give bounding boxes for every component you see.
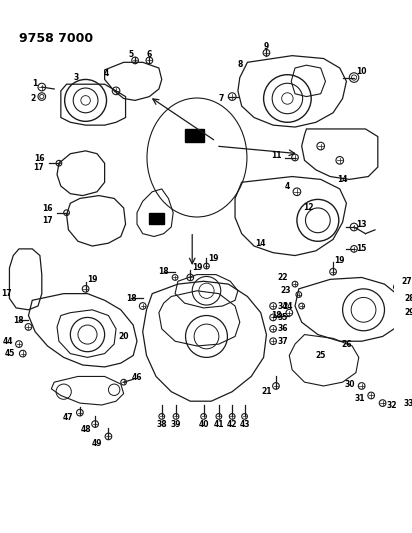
Text: 2: 2 xyxy=(30,94,36,103)
Text: 8: 8 xyxy=(237,60,243,69)
Text: 31: 31 xyxy=(354,394,365,403)
Text: 14: 14 xyxy=(337,175,348,184)
Text: 26: 26 xyxy=(341,340,352,349)
Text: 10: 10 xyxy=(356,67,367,76)
Text: 18: 18 xyxy=(14,316,24,325)
Text: 47: 47 xyxy=(63,413,74,422)
Text: 20: 20 xyxy=(118,332,129,341)
Text: 19: 19 xyxy=(208,254,218,263)
Text: 39: 39 xyxy=(171,419,181,429)
Text: 16: 16 xyxy=(35,154,45,163)
FancyBboxPatch shape xyxy=(185,129,204,142)
Text: 32: 32 xyxy=(387,400,397,409)
Text: 15: 15 xyxy=(356,245,367,253)
Text: 19: 19 xyxy=(192,263,202,272)
Text: 18: 18 xyxy=(126,294,137,303)
Text: 19: 19 xyxy=(335,256,345,265)
Text: 43: 43 xyxy=(239,419,250,429)
Text: 33: 33 xyxy=(404,399,412,408)
Text: 34: 34 xyxy=(277,302,288,311)
Text: 4: 4 xyxy=(104,69,109,78)
Text: 27: 27 xyxy=(401,277,412,286)
Text: 46: 46 xyxy=(132,373,142,382)
Text: 9758 7000: 9758 7000 xyxy=(19,32,93,45)
Text: 42: 42 xyxy=(227,419,237,429)
Text: 12: 12 xyxy=(303,204,314,213)
Text: 35: 35 xyxy=(277,313,288,322)
Text: 4: 4 xyxy=(285,182,290,191)
Text: 44: 44 xyxy=(2,337,13,346)
Text: 45: 45 xyxy=(4,349,14,358)
Text: 49: 49 xyxy=(92,439,102,448)
Text: 21: 21 xyxy=(261,387,272,396)
Text: 40: 40 xyxy=(198,419,209,429)
Text: 36: 36 xyxy=(277,325,288,333)
Text: 1: 1 xyxy=(33,79,38,88)
Text: 29: 29 xyxy=(404,308,412,317)
Text: 9: 9 xyxy=(264,42,269,51)
Text: 17: 17 xyxy=(33,164,43,173)
Text: 6: 6 xyxy=(147,50,152,59)
Text: 7: 7 xyxy=(218,94,223,103)
Text: 13: 13 xyxy=(356,220,367,229)
Text: 41: 41 xyxy=(213,419,224,429)
Text: 28: 28 xyxy=(404,294,412,303)
Text: 14: 14 xyxy=(255,239,266,248)
Text: 19: 19 xyxy=(87,275,98,284)
Text: 37: 37 xyxy=(277,337,288,346)
Text: 18: 18 xyxy=(271,311,281,320)
Text: 18: 18 xyxy=(158,267,169,276)
Text: 24: 24 xyxy=(282,302,293,311)
Text: 23: 23 xyxy=(280,286,291,295)
Text: 3: 3 xyxy=(73,73,79,82)
Text: 11: 11 xyxy=(271,151,281,160)
Text: 17: 17 xyxy=(1,289,12,298)
Text: 17: 17 xyxy=(42,216,53,225)
Text: 16: 16 xyxy=(42,205,53,213)
Text: 25: 25 xyxy=(316,351,326,360)
Text: 30: 30 xyxy=(345,379,356,389)
Text: 38: 38 xyxy=(157,419,167,429)
FancyBboxPatch shape xyxy=(150,213,164,224)
Text: 22: 22 xyxy=(277,273,288,282)
Text: 48: 48 xyxy=(80,425,91,434)
Text: 5: 5 xyxy=(129,50,134,59)
